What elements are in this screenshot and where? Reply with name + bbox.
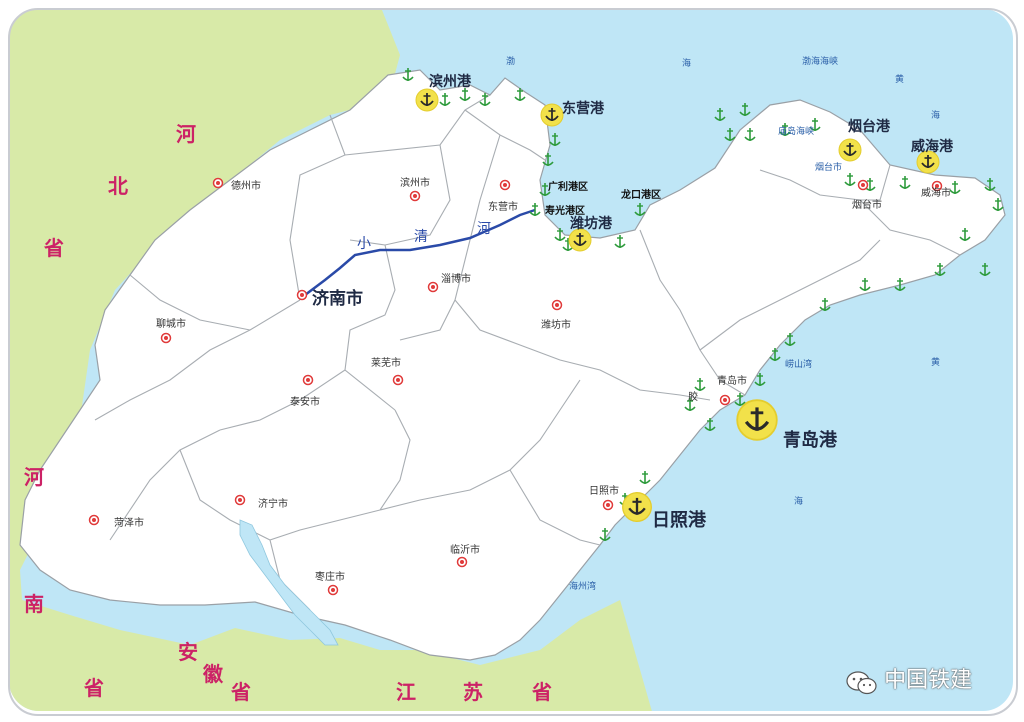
city-label-yantai: 烟台市 [852, 200, 882, 211]
province-label-jiangsu-2: 苏 [463, 680, 483, 704]
province-label-henan-3: 省 [84, 676, 104, 700]
city-label-qingdao: 青岛市 [717, 376, 747, 387]
river-label-1: 小 [357, 236, 371, 252]
province-label-hebei-1: 河 [176, 122, 196, 146]
harbor-label-longkou: 龙口港区 [621, 190, 661, 201]
port-label-dongying: 东营港 [562, 101, 604, 117]
city-label-weifang: 潍坊市 [541, 320, 571, 331]
city-label-zibo: 淄博市 [441, 274, 471, 285]
city-label-yantai-coast: 烟台市 [815, 163, 843, 173]
province-label-anhui-3: 省 [231, 680, 251, 704]
port-label-weihai: 威海港 [911, 139, 953, 155]
port-label-weifang: 潍坊港 [570, 216, 612, 232]
city-label-rizhao: 日照市 [589, 486, 619, 497]
neighbor-provinces-west [9, 9, 655, 711]
harbor-label-shouguang: 寿光港区 [545, 206, 585, 217]
wechat-icon [846, 670, 877, 694]
province-label-jiangsu-1: 江 [396, 680, 416, 704]
port-label-yantai: 烟台港 [848, 119, 890, 135]
sea-label-bohai-strait: 渤海海峡 [802, 57, 839, 67]
city-label-laiwu: 莱芜市 [371, 358, 401, 369]
city-label-linyi: 临沂市 [450, 545, 480, 556]
label-jiao: 胶 [688, 392, 698, 403]
watermark-text: 中国铁建 [884, 668, 973, 693]
city-label-heze: 菏泽市 [114, 518, 144, 529]
port-label-binzhou: 滨州港 [429, 74, 471, 90]
sea-label-huanghai-3: 黄 [931, 358, 941, 368]
province-label-anhui-2: 徽 [203, 662, 223, 686]
sea-label-huanghai-4: 海 [794, 497, 804, 507]
watermark: 中国铁建 [845, 662, 972, 696]
city-label-liaocheng: 聊城市 [156, 319, 186, 330]
province-label-jiangsu-3: 省 [532, 680, 552, 704]
city-label-zaozhuang: 枣庄市 [315, 572, 345, 583]
province-label-hebei-3: 省 [44, 236, 64, 260]
city-borders [94, 94, 961, 611]
sea-label-haizhou-bay: 海州湾 [569, 582, 597, 592]
city-label-dongying: 东营市 [488, 202, 518, 213]
sea-label-huanghai-2: 海 [931, 111, 941, 121]
harbor-label-guangli: 广利港区 [548, 182, 588, 193]
port-label-rizhao: 日照港 [652, 510, 706, 531]
river-label-2: 清 [414, 229, 428, 245]
province-label-anhui-1: 安 [178, 640, 198, 664]
sea-label-huanghai-1: 黄 [895, 75, 905, 85]
sea-label-miaodao: 庙岛海峡 [778, 127, 815, 137]
city-label-jining: 济宁市 [258, 499, 288, 510]
xiaoqing-river [304, 208, 536, 296]
city-label-dezhou: 德州市 [231, 181, 261, 192]
city-label-binzhou: 滨州市 [400, 178, 430, 189]
sea-label-bohai-1: 渤 [506, 57, 516, 67]
port-label-qingdao: 青岛港 [783, 430, 837, 451]
province-label-henan-1: 河 [24, 465, 44, 489]
weishan-lake [239, 519, 339, 646]
city-label-taian: 泰安市 [290, 397, 320, 408]
city-label-weihai: 威海市 [921, 188, 951, 199]
sea-label-laoshan-bay: 崂山湾 [785, 360, 813, 370]
sea-label-bohai-2: 海 [682, 59, 692, 69]
province-label-hebei-2: 北 [108, 174, 128, 198]
province-label-henan-2: 南 [24, 592, 44, 616]
capital-label-jinan: 济南市 [312, 289, 363, 309]
river-label-3: 河 [477, 221, 491, 237]
